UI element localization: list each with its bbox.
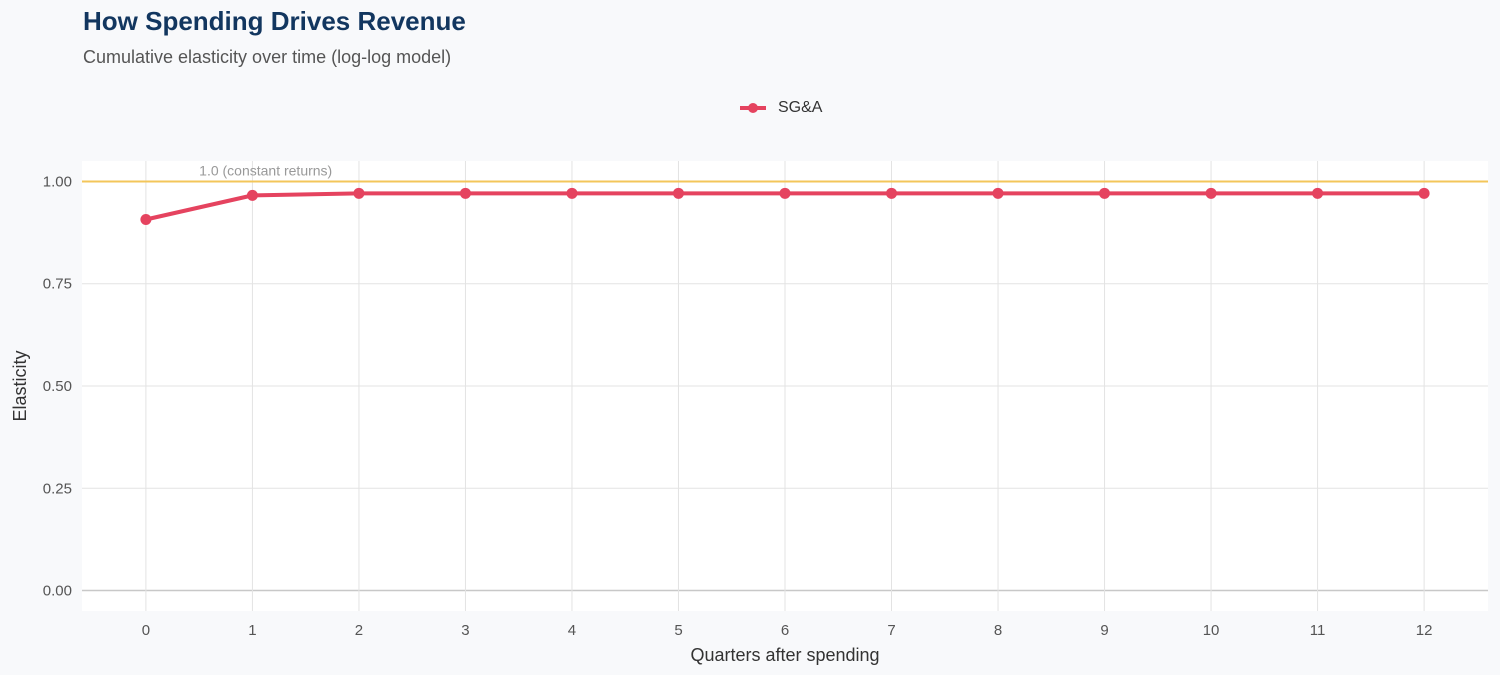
x-tick-label: 11 — [1310, 622, 1326, 639]
x-tick-label: 10 — [1203, 622, 1220, 639]
x-tick-label: 1 — [248, 622, 256, 639]
chart-title: How Spending Drives Revenue — [83, 6, 466, 36]
y-tick-label: 0.25 — [43, 480, 72, 497]
data-point — [566, 187, 578, 199]
y-tick-label: 0.00 — [43, 583, 72, 600]
data-point — [672, 187, 684, 199]
y-tick-label: 1.00 — [43, 173, 72, 190]
reference-line-label: 1.0 (constant returns) — [199, 162, 332, 178]
y-tick-label: 0.50 — [43, 378, 72, 395]
data-point — [140, 214, 152, 225]
data-point — [1099, 187, 1111, 199]
x-tick-label: 2 — [355, 622, 363, 639]
legend-label-sga: SG&A — [778, 99, 823, 116]
x-tick-label: 7 — [887, 622, 895, 639]
data-point — [886, 187, 898, 199]
x-tick-label: 4 — [568, 622, 576, 639]
legend: SG&A — [738, 99, 822, 117]
data-point — [779, 187, 791, 199]
x-tick-label: 6 — [781, 622, 789, 639]
x-tick-label: 12 — [1416, 622, 1433, 639]
data-point — [246, 189, 258, 201]
x-tick-label: 5 — [674, 622, 682, 639]
legend-marker-icon — [740, 103, 766, 113]
x-tick-label: 9 — [1100, 622, 1108, 639]
x-tick-label: 0 — [142, 622, 150, 639]
data-point — [459, 187, 471, 199]
chart-subtitle: Cumulative elasticity over time (log-log… — [83, 47, 452, 67]
data-point — [1312, 187, 1324, 199]
x-axis-label: Quarters after spending — [690, 645, 879, 665]
data-point — [1418, 187, 1430, 199]
x-tick-label: 3 — [461, 622, 469, 639]
y-tick-label: 0.75 — [43, 276, 72, 293]
data-point — [992, 187, 1004, 199]
data-point — [1205, 187, 1217, 199]
data-point — [353, 187, 365, 199]
x-tick-label: 8 — [994, 622, 1002, 639]
y-axis-label: Elasticity — [10, 350, 30, 421]
